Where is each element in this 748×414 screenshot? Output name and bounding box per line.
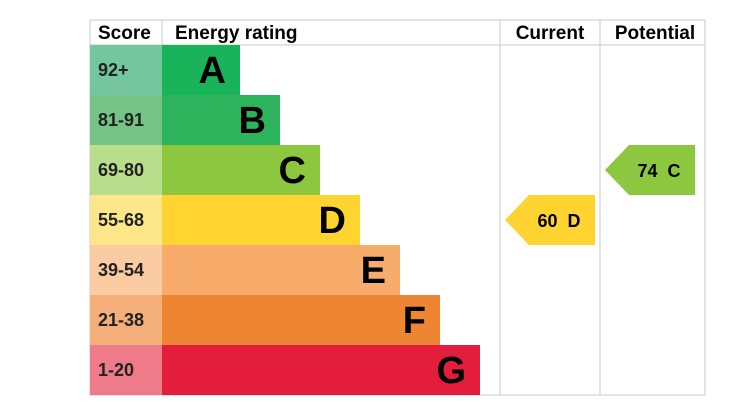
rating-bar xyxy=(162,95,280,145)
potential-rating-arrow-label: 74 C xyxy=(637,161,680,181)
current-rating-arrow-label: 60 D xyxy=(537,211,580,231)
score-header: Score xyxy=(98,23,151,44)
score-cell xyxy=(90,45,162,95)
band-b: 81-91 B xyxy=(90,95,280,145)
rating-bar xyxy=(162,345,480,395)
score-range-label: 55-68 xyxy=(98,210,144,230)
rating-arrows: 60 D 74 C xyxy=(505,145,695,245)
rating-letter: A xyxy=(199,50,226,92)
potential-rating-arrow-shape xyxy=(605,145,695,195)
current-header: Current xyxy=(516,23,585,44)
rating-bar xyxy=(162,145,320,195)
score-cell xyxy=(90,345,162,395)
score-cell xyxy=(90,195,162,245)
band-g: 1-20 G xyxy=(90,345,480,395)
rating-letter: G xyxy=(436,350,466,392)
current-rating-arrow: 60 D xyxy=(505,195,595,245)
rating-letter: E xyxy=(361,250,386,292)
rating-letter: B xyxy=(239,100,266,142)
score-range-label: 92+ xyxy=(98,60,129,80)
score-cell xyxy=(90,295,162,345)
band-f: 21-38 F xyxy=(90,295,440,345)
score-cell xyxy=(90,145,162,195)
score-range-label: 21-38 xyxy=(98,310,144,330)
score-range-label: 69-80 xyxy=(98,160,144,180)
score-range-label: 39-54 xyxy=(98,260,144,280)
band-c: 69-80 C xyxy=(90,145,320,195)
band-a: 92+ A xyxy=(90,45,240,95)
score-range-label: 1-20 xyxy=(98,360,134,380)
energy-rating-header: Energy rating xyxy=(175,23,297,44)
band-d: 55-68 D xyxy=(90,195,360,245)
potential-header: Potential xyxy=(615,23,695,44)
rating-letter: C xyxy=(279,150,306,192)
rating-bar xyxy=(162,45,240,95)
potential-rating-arrow: 74 C xyxy=(605,145,695,195)
rating-bar xyxy=(162,195,360,245)
rating-bar xyxy=(162,245,400,295)
rating-bar xyxy=(162,295,440,345)
rating-letter: F xyxy=(403,300,426,342)
score-cell xyxy=(90,95,162,145)
score-cell xyxy=(90,245,162,295)
rating-letter: D xyxy=(319,200,346,242)
band-e: 39-54 E xyxy=(90,245,400,295)
rating-bands: 92+ A 81-91 B 69-80 C 55-68 D 39-54 E 21-38 F 1-20 G xyxy=(90,45,480,395)
score-range-label: 81-91 xyxy=(98,110,144,130)
current-rating-arrow-shape xyxy=(505,195,595,245)
